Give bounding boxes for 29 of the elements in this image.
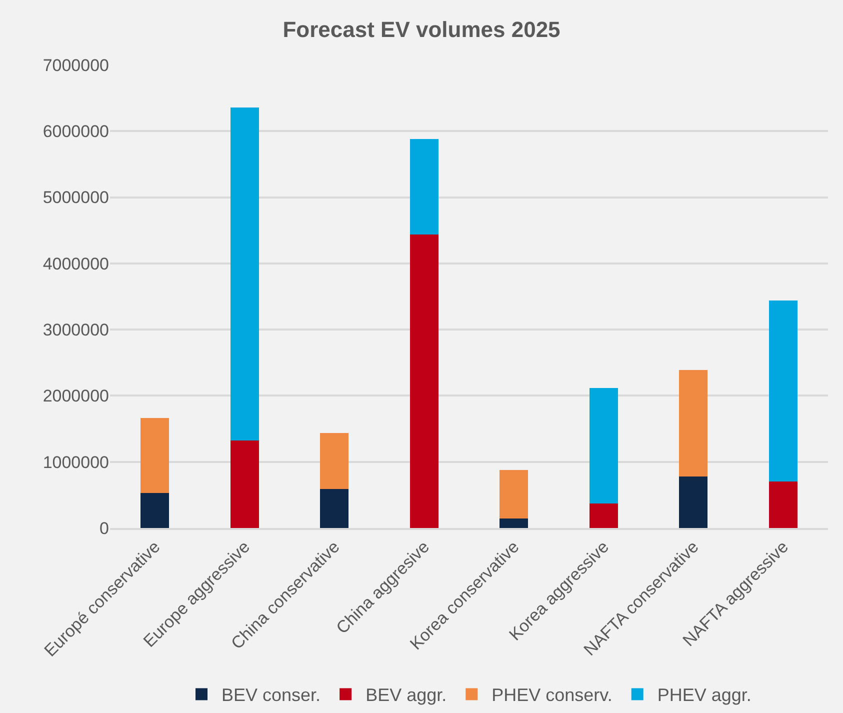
- bar: [768, 482, 798, 528]
- chart-title: Forecast EV volumes 2025: [282, 16, 560, 42]
- y-tick-label: 5000000: [42, 188, 109, 208]
- bar: [320, 432, 349, 489]
- bar: [140, 492, 170, 528]
- y-tick-label: 3000000: [42, 320, 109, 340]
- bar: [589, 388, 618, 504]
- bar: [679, 370, 708, 476]
- bar: [230, 107, 259, 441]
- bar: [410, 139, 438, 234]
- legend-label: PHEV aggr.: [657, 685, 752, 706]
- bar: [320, 488, 349, 528]
- y-tick-label: 2000000: [42, 386, 109, 406]
- legend-label: BEV conser.: [222, 685, 321, 706]
- y-tick-label: 1000000: [42, 452, 109, 472]
- bar: [768, 300, 798, 482]
- y-tick-label: 7000000: [42, 56, 109, 75]
- legend-label: PHEV conserv.: [492, 685, 612, 706]
- bar: [500, 470, 528, 519]
- bar: [230, 440, 259, 528]
- y-tick-label: 4000000: [42, 254, 109, 274]
- y-tick-label: 6000000: [42, 122, 109, 142]
- legend-label: BEV aggr.: [366, 685, 447, 706]
- bar: [410, 234, 438, 528]
- bar: [679, 476, 708, 528]
- bar: [500, 518, 528, 528]
- y-tick-label: 0: [100, 518, 109, 538]
- bar: [589, 504, 618, 528]
- bar: [140, 418, 170, 493]
